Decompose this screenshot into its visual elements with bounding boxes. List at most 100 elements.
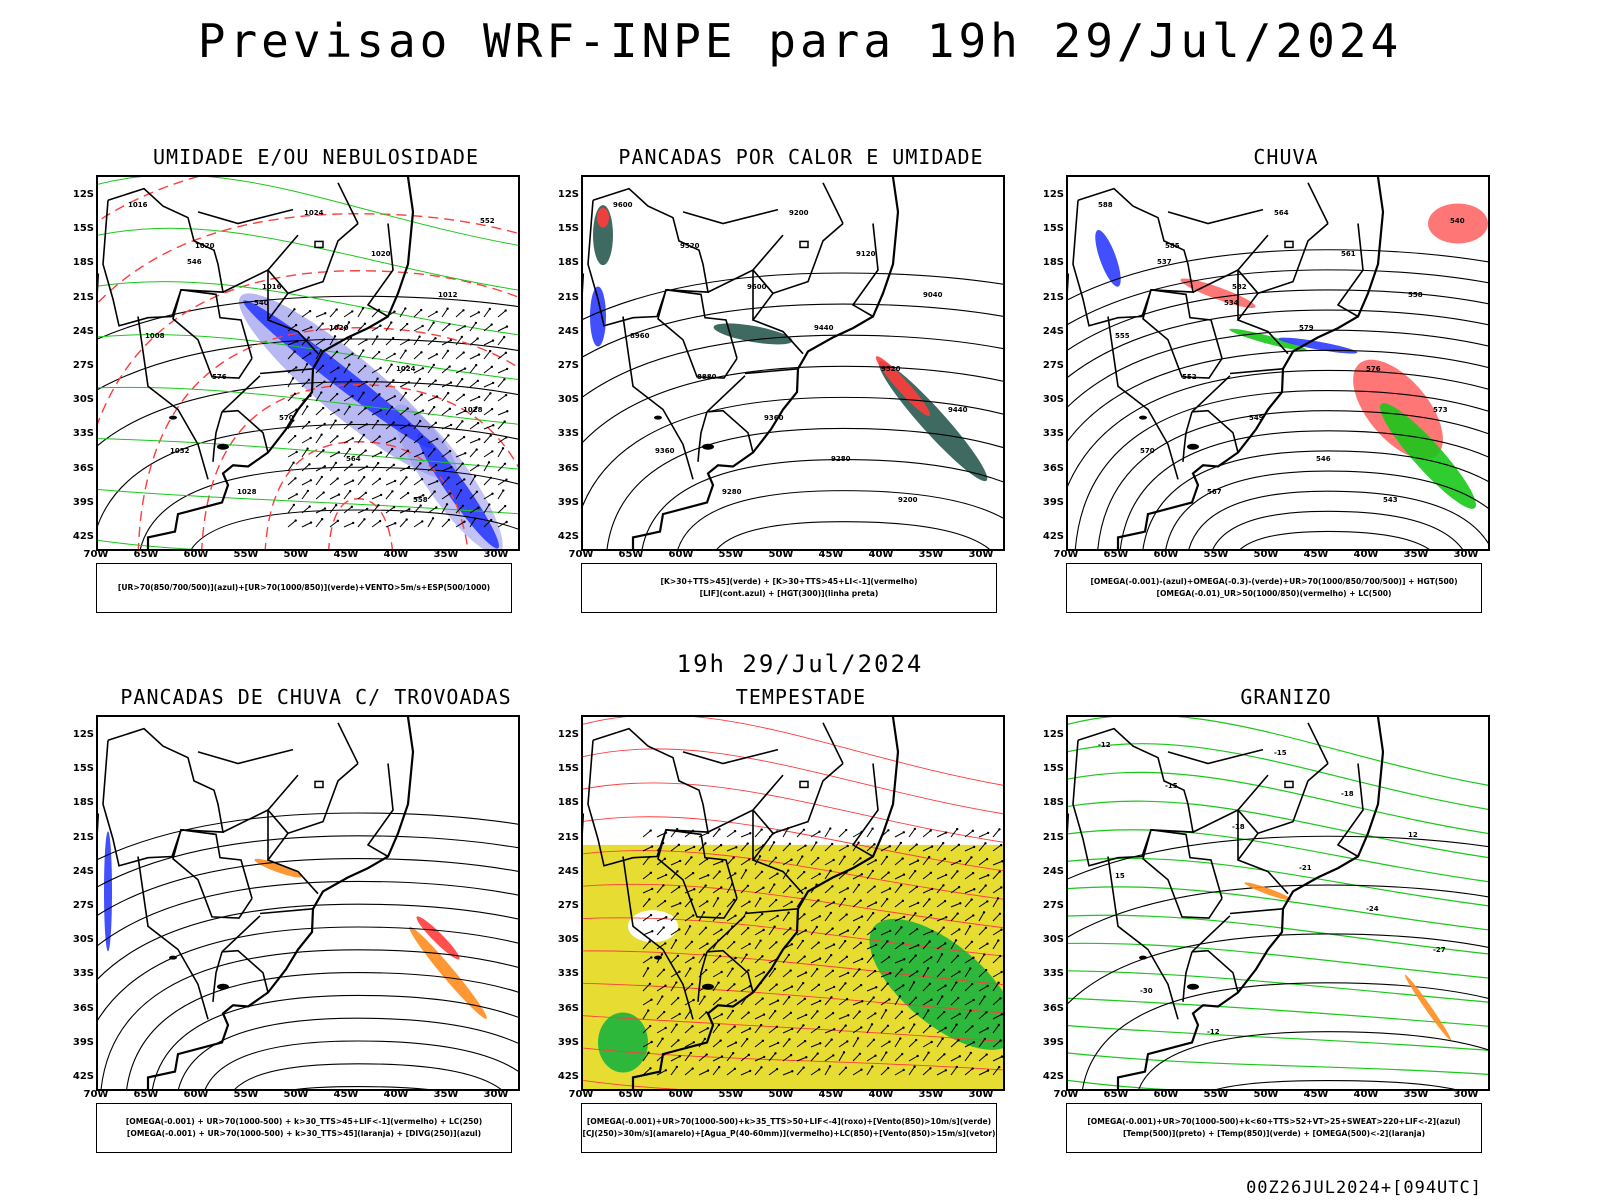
contour-label: 588 (1098, 201, 1113, 209)
lon-tick-label: 40W (383, 1089, 409, 1100)
contour-label: 540 (254, 299, 269, 307)
lat-tick-label: 39S (557, 496, 579, 508)
contour-label: 1028 (463, 406, 483, 414)
lat-tick-label: 30S (1042, 934, 1064, 946)
contour-label: 558 (1408, 291, 1423, 299)
lon-tick-label: 40W (1353, 549, 1379, 560)
lon-tick-label: 45W (1303, 549, 1329, 560)
run-timestamp: 00Z26JUL2024+[094UTC] (1246, 1178, 1482, 1198)
contour-lines (583, 717, 1003, 1089)
map-svg (98, 717, 518, 1089)
contour-label: 12 (1408, 831, 1418, 839)
lon-tick-label: 60W (1153, 549, 1179, 560)
lat-tick-label: 36S (557, 462, 579, 474)
contour-label: 546 (187, 258, 202, 266)
lon-tick-label: 60W (668, 1089, 694, 1100)
lon-tick-label: 65W (133, 549, 159, 560)
lon-tick-label: 35W (918, 549, 944, 560)
contour-label: 9600 (613, 201, 633, 209)
contour-label: 576 (212, 373, 227, 381)
lon-tick-label: 55W (233, 549, 259, 560)
contour-label: 573 (1433, 406, 1448, 414)
panel-title: UMIDADE E/OU NEBULOSIDADE (152, 145, 480, 169)
forecast-map: 9600 9520 9600 9440 9520 9440 9360 9280 9200 9120… (581, 175, 1005, 551)
lon-tick-label: 50W (768, 1089, 794, 1100)
lon-tick-label: 40W (1353, 1089, 1379, 1100)
lat-tick-label: 18S (1042, 797, 1064, 809)
contour-label: 1024 (396, 365, 416, 373)
lon-tick-label: 35W (1403, 549, 1429, 560)
contour-label: 579 (1299, 324, 1314, 332)
contour-label: -12 (1207, 1028, 1220, 1036)
legend-line: [LIF](cont.azul) + [HGT(300)](linha pret… (699, 589, 879, 598)
contour-label: 9360 (764, 414, 784, 422)
contour-label: 1016 (262, 283, 282, 291)
rain-blue (1095, 230, 1358, 354)
lon-tick-label: 50W (768, 549, 794, 560)
lat-tick-label: 24S (1042, 325, 1064, 337)
lat-tick-label: 39S (72, 496, 94, 508)
lat-tick-label: 30S (557, 934, 579, 946)
contour-label: 9040 (923, 291, 943, 299)
lat-tick-label: 15S (72, 763, 94, 775)
contour-label: 1032 (170, 447, 190, 455)
lat-tick-label: 24S (557, 325, 579, 337)
contour-label: -21 (1299, 864, 1312, 872)
forecast-map: 1016 1020 1016 1020 1024 1028 1032 1028 1024 1020… (96, 175, 520, 551)
instability-red (597, 207, 931, 417)
legend-line: [Temp(500)](preto) + [Temp(850)](verde) … (1122, 1129, 1426, 1138)
lon-tick-label: 30W (1453, 1089, 1479, 1100)
panel-tempestade: TEMPESTADE 12S 15S 18S 21S 24S 27S 30S 33S 36S 39S… (551, 685, 1051, 1155)
instability-teal (593, 205, 988, 482)
panel-legend: [OMEGA(-0.001)+UR>70(1000-500)+k>35_TTS>… (581, 1103, 997, 1153)
contour-label: 9600 (747, 283, 767, 291)
lon-tick-label: 40W (383, 549, 409, 560)
contour-label: 585 (1165, 242, 1180, 250)
lon-tick-label: 70W (568, 1089, 594, 1100)
contour-label: 567 (1207, 488, 1222, 496)
panel-legend: [OMEGA(-0.001)+UR>70(1000-500)+k<60+TTS>… (1066, 1103, 1482, 1153)
lat-tick-label: 18S (557, 797, 579, 809)
forecast-map (581, 715, 1005, 1091)
lon-tick-label: 55W (1203, 1089, 1229, 1100)
lat-tick-label: 15S (1042, 223, 1064, 235)
panel-legend: [K>30+TTS>45](verde) + [K>30+TTS>45+LI<-… (581, 563, 997, 613)
legend-line: [OMEGA(-0.001) + UR>70(1000-500) + k>30_… (125, 1117, 483, 1126)
lat-tick-label: 24S (557, 865, 579, 877)
contour-label: 549 (1249, 414, 1264, 422)
lat-tick-label: 21S (72, 831, 94, 843)
panel-umidade: UMIDADE E/OU NEBULOSIDADE 1016 1020 1016 102… (66, 145, 566, 615)
lon-tick-label: 50W (283, 549, 309, 560)
lat-tick-label: 39S (1042, 496, 1064, 508)
lat-tick-label: 27S (1042, 900, 1064, 911)
lat-tick-label: 27S (557, 360, 579, 371)
lat-tick-label: 12S (557, 189, 579, 200)
contour-lines (1068, 249, 1488, 549)
wind-vectors (642, 827, 1003, 1076)
lat-tick-label: 24S (1042, 865, 1064, 877)
lat-tick-label: 15S (72, 223, 94, 235)
contour-label: 9520 (680, 242, 700, 250)
legend-line: [OMEGA(-0.001)-(azul)+OMEGA(-0.3)-(verde… (1090, 577, 1458, 586)
lat-tick-label: 30S (1042, 394, 1064, 406)
lat-tick-label: 15S (557, 763, 579, 775)
contour-labels: 1016 1020 1016 1020 1024 1028 1032 1028 1024 1020… (128, 201, 495, 504)
lat-tick-label: 12S (72, 729, 94, 740)
legend-line: [K>30+TTS>45](verde) + [K>30+TTS>45+LI<-… (660, 577, 918, 586)
contour-label: 9440 (814, 324, 834, 332)
panel-title: GRANIZO (1240, 685, 1332, 709)
lon-tick-label: 70W (1053, 549, 1079, 560)
contour-label: 552 (1182, 373, 1197, 381)
lon-tick-label: 65W (1103, 549, 1129, 560)
lat-tick-label: 39S (557, 1036, 579, 1048)
contour-label: 9280 (831, 455, 851, 463)
lon-tick-label: 45W (818, 549, 844, 560)
contour-label: 8960 (630, 332, 650, 340)
lon-tick-label: 50W (283, 1089, 309, 1100)
map-svg: -12 -15 -18 -21 -24 -27 -30 -12 -15 -18 12 15 (1068, 717, 1488, 1089)
lon-tick-label: 30W (1453, 549, 1479, 560)
lat-tick-label: 36S (72, 462, 94, 474)
contour-label: 1012 (438, 291, 458, 299)
contour-label: 1020 (329, 324, 349, 332)
contour-label: 1016 (128, 201, 148, 209)
